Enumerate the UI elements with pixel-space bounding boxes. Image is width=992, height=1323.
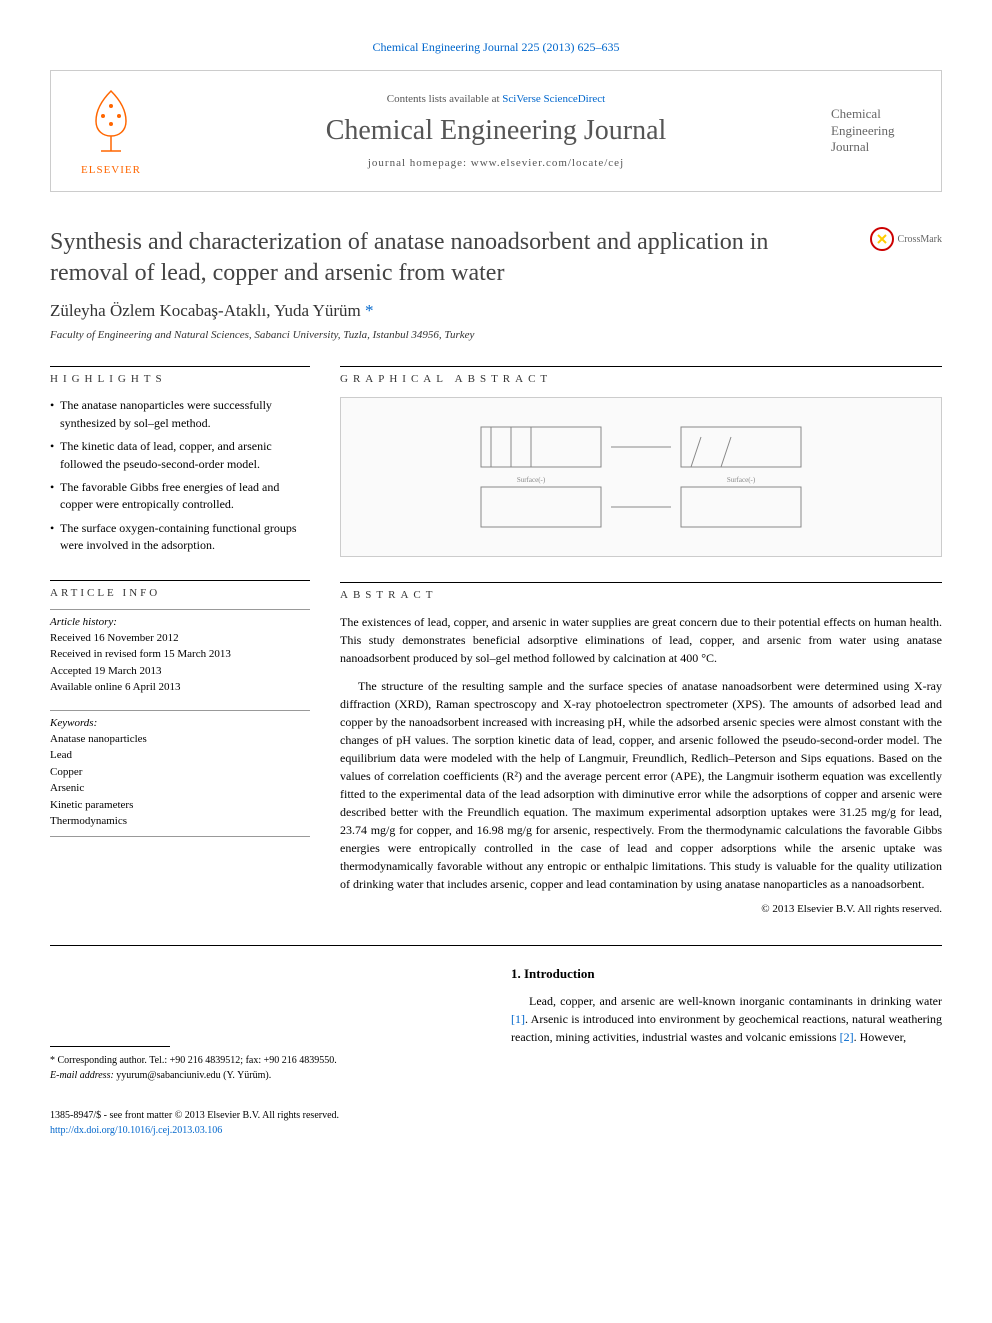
highlight-item: The surface oxygen-containing functional…	[50, 520, 310, 555]
authors: Züleyha Özlem Kocabaş-Ataklı, Yuda Yürüm…	[50, 301, 942, 321]
title-row: Synthesis and characterization of anatas…	[50, 227, 942, 289]
keyword: Anatase nanoparticles	[50, 731, 310, 748]
email-link[interactable]: yyurum@sabanciuniv.edu	[116, 1070, 220, 1081]
abstract-label: ABSTRACT	[340, 582, 942, 601]
affiliation: Faculty of Engineering and Natural Scien…	[50, 329, 942, 341]
history-line: Received 16 November 2012	[50, 630, 310, 647]
keywords-end-rule	[50, 836, 310, 837]
graphical-abstract-figure: Surface(-) Surface(-)	[340, 397, 942, 557]
highlight-item: The anatase nanoparticles were successfu…	[50, 397, 310, 432]
abstract-p1: The existences of lead, copper, and arse…	[340, 613, 942, 667]
keyword: Thermodynamics	[50, 813, 310, 830]
journal-cover-thumbnail: Chemical Engineering Journal	[821, 96, 941, 167]
left-intro-col: * Corresponding author. Tel.: +90 216 48…	[50, 966, 481, 1138]
contents-prefix: Contents lists available at	[387, 93, 502, 105]
bottom-meta: 1385-8947/$ - see front matter © 2013 El…	[50, 1108, 481, 1138]
full-width-divider	[50, 945, 942, 946]
journal-ref-link[interactable]: Chemical Engineering Journal 225 (2013) …	[373, 40, 620, 54]
ref-link[interactable]: [2]	[840, 1030, 854, 1044]
history-line: Received in revised form 15 March 2013	[50, 646, 310, 663]
crossmark-icon	[870, 227, 894, 251]
contents-line: Contents lists available at SciVerse Sci…	[171, 93, 821, 105]
intro-columns: * Corresponding author. Tel.: +90 216 48…	[50, 966, 942, 1138]
homepage-url: www.elsevier.com/locate/cej	[471, 157, 624, 169]
issn-line: 1385-8947/$ - see front matter © 2013 El…	[50, 1108, 481, 1123]
history-line: Accepted 19 March 2013	[50, 663, 310, 680]
corr-contact: * Corresponding author. Tel.: +90 216 48…	[50, 1053, 481, 1068]
graphical-abstract-label: GRAPHICAL ABSTRACT	[340, 366, 942, 385]
abstract-p2: The structure of the resulting sample an…	[340, 677, 942, 893]
publisher-logo-block: ELSEVIER	[51, 71, 171, 191]
left-column: HIGHLIGHTS The anatase nanoparticles wer…	[50, 366, 310, 915]
intro-text-1: Lead, copper, and arsenic are well-known…	[529, 994, 942, 1008]
journal-header-box: ELSEVIER Contents lists available at Sci…	[50, 70, 942, 192]
svg-text:Surface(-): Surface(-)	[727, 476, 756, 484]
header-center: Contents lists available at SciVerse Sci…	[171, 81, 821, 181]
keyword: Copper	[50, 764, 310, 781]
homepage-line: journal homepage: www.elsevier.com/locat…	[171, 157, 821, 169]
keyword: Kinetic parameters	[50, 797, 310, 814]
article-page: Chemical Engineering Journal 225 (2013) …	[0, 0, 992, 1178]
doi-link[interactable]: http://dx.doi.org/10.1016/j.cej.2013.03.…	[50, 1125, 222, 1136]
corresponding-marker: *	[365, 301, 374, 320]
highlight-item: The kinetic data of lead, copper, and ar…	[50, 438, 310, 473]
abstract-body: The existences of lead, copper, and arse…	[340, 613, 942, 893]
crossmark-label: CrossMark	[898, 234, 942, 245]
journal-name: Chemical Engineering Journal	[171, 115, 821, 147]
elsevier-tree-icon	[81, 86, 141, 156]
keywords-title: Keywords:	[50, 710, 310, 729]
right-intro-col: 1. Introduction Lead, copper, and arseni…	[511, 966, 942, 1138]
email-person: (Y. Yürüm).	[223, 1070, 271, 1081]
homepage-prefix: journal homepage:	[368, 157, 471, 169]
ref-link[interactable]: [1]	[511, 1012, 525, 1026]
email-label: E-mail address:	[50, 1070, 114, 1081]
article-info-label: ARTICLE INFO	[50, 580, 310, 599]
corresponding-footnote: * Corresponding author. Tel.: +90 216 48…	[50, 1053, 481, 1083]
intro-heading: 1. Introduction	[511, 966, 942, 982]
publisher-name: ELSEVIER	[66, 164, 156, 176]
intro-body: Lead, copper, and arsenic are well-known…	[511, 992, 942, 1046]
article-title: Synthesis and characterization of anatas…	[50, 227, 870, 289]
journal-reference: Chemical Engineering Journal 225 (2013) …	[50, 40, 942, 55]
authors-list: Züleyha Özlem Kocabaş-Ataklı, Yuda Yürüm	[50, 301, 361, 320]
crossmark-badge[interactable]: CrossMark	[870, 227, 942, 251]
highlights-list: The anatase nanoparticles were successfu…	[50, 397, 310, 554]
intro-text-3: . However,	[854, 1030, 907, 1044]
keyword: Lead	[50, 747, 310, 764]
highlight-item: The favorable Gibbs free energies of lea…	[50, 479, 310, 514]
keyword: Arsenic	[50, 780, 310, 797]
history-title: Article history:	[50, 609, 310, 628]
sciencedirect-link[interactable]: SciVerse ScienceDirect	[502, 93, 605, 105]
right-column: GRAPHICAL ABSTRACT	[340, 366, 942, 915]
two-column-layout: HIGHLIGHTS The anatase nanoparticles wer…	[50, 366, 942, 915]
history-line: Available online 6 April 2013	[50, 679, 310, 696]
svg-text:Surface(-): Surface(-)	[517, 476, 546, 484]
footnote-divider	[50, 1046, 170, 1047]
highlights-label: HIGHLIGHTS	[50, 366, 310, 385]
abstract-copyright: © 2013 Elsevier B.V. All rights reserved…	[340, 903, 942, 915]
graphical-abstract-svg: Surface(-) Surface(-)	[461, 407, 821, 547]
corr-email-line: E-mail address: yyurum@sabanciuniv.edu (…	[50, 1068, 481, 1083]
